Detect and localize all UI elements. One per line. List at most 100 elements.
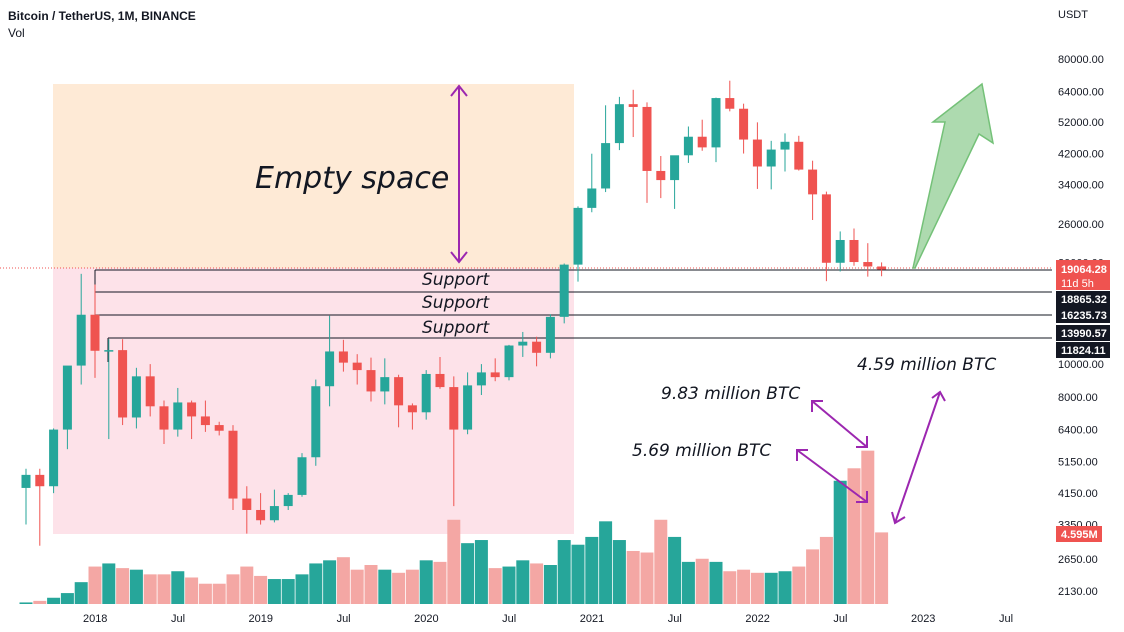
volume-bar — [323, 560, 337, 604]
time-axis[interactable]: 2018 Jul 2019 Jul 2020 Jul 2021 Jul 2022 Jul 2023 J… — [83, 613, 1013, 625]
volume-arrow-9-83 — [811, 400, 868, 448]
support-price-3: 13990.57 — [1061, 328, 1107, 340]
support-price-tag-2: 16235.73 — [1056, 307, 1110, 323]
support-price-1: 18865.32 — [1061, 294, 1107, 306]
volume-bar — [516, 560, 530, 604]
support-price-tag-3: 13990.57 — [1056, 325, 1110, 341]
candle-body — [642, 106, 652, 171]
volume-bar — [681, 561, 695, 604]
candle-body — [849, 239, 859, 263]
volume-bar — [861, 450, 875, 604]
candle-body — [131, 376, 141, 418]
candle-body — [587, 188, 597, 208]
x-tick-label: 2019 — [249, 613, 273, 625]
y-tick-label: 52000.00 — [1058, 117, 1104, 129]
candle-body — [670, 155, 680, 181]
x-tick-label: Jul — [833, 613, 847, 625]
y-tick-label: 42000.00 — [1058, 149, 1104, 161]
candle-body — [711, 98, 721, 148]
candle-body — [159, 406, 169, 430]
volume-bar — [212, 583, 226, 604]
volume-bar — [585, 536, 599, 604]
volume-bar — [833, 480, 847, 604]
x-tick-label: 2022 — [745, 613, 769, 625]
candle-body — [545, 316, 555, 353]
volume-bar — [295, 574, 309, 604]
candle-body — [366, 370, 376, 392]
x-tick-label: 2021 — [580, 613, 604, 625]
volume-bar — [226, 574, 240, 604]
volume-bar — [309, 563, 323, 604]
y-tick-label: 34000.00 — [1058, 180, 1104, 192]
candle-body — [794, 141, 804, 170]
candle-body — [628, 104, 638, 107]
candle-body — [835, 239, 845, 263]
candle-body — [863, 262, 873, 267]
volume-bar — [806, 549, 820, 604]
candle-body — [601, 143, 611, 189]
candle-body — [21, 474, 31, 488]
volume-bar — [875, 532, 889, 604]
candle-body — [559, 264, 569, 317]
volume-bar — [88, 566, 102, 604]
current-volume-value: 4.595M — [1061, 529, 1098, 541]
volume-bar — [143, 574, 157, 604]
candle-body — [808, 169, 818, 195]
candle-body — [614, 104, 624, 144]
candle-body — [228, 430, 238, 499]
candle-body — [242, 498, 252, 510]
support-price-tag-1: 18865.32 — [1056, 291, 1110, 307]
volume-bar — [737, 569, 751, 604]
volume-bar — [433, 561, 447, 604]
candle-body — [463, 385, 473, 430]
candle-body — [269, 506, 279, 521]
candle-body — [394, 377, 404, 406]
candle-body — [187, 402, 197, 417]
y-tick-label: 5150.00 — [1058, 456, 1098, 468]
candle-body — [380, 377, 390, 392]
candle-body — [256, 509, 266, 521]
y-tick-label: 2650.00 — [1058, 554, 1098, 566]
candle-body — [780, 141, 790, 150]
support-price-4: 11824.11 — [1061, 345, 1106, 357]
volume-bar — [254, 575, 268, 604]
volume-bar — [419, 560, 433, 604]
volume-note-5-69: 5.69 million BTC — [632, 441, 771, 461]
volume-tag: 4.595M — [1056, 526, 1102, 542]
volume-bar — [405, 569, 419, 604]
volume-arrow-4-59 — [891, 390, 946, 525]
candle-body — [656, 170, 666, 181]
x-tick-label: Jul — [502, 613, 516, 625]
volume-bar — [281, 579, 295, 604]
y-tick-label: 8000.00 — [1058, 392, 1098, 404]
y-tick-label: 6400.00 — [1058, 425, 1098, 437]
candle-body — [200, 416, 210, 426]
volume-bar — [502, 566, 516, 604]
y-tick-label: 64000.00 — [1058, 87, 1104, 99]
volume-bar — [447, 519, 461, 604]
candle-body — [145, 376, 155, 407]
volume-indicator-label: Vol — [8, 26, 25, 40]
volume-note-9-83: 9.83 million BTC — [661, 384, 800, 404]
candle-body — [449, 387, 459, 430]
volume-bar — [267, 579, 281, 604]
volume-bar — [171, 571, 185, 604]
volume-bar — [557, 540, 571, 604]
candle-body — [104, 350, 114, 352]
volume-bar — [74, 582, 88, 604]
candle-body — [573, 207, 583, 265]
volume-bar — [640, 552, 654, 604]
volume-bar — [668, 536, 682, 604]
candles-layer — [21, 80, 887, 546]
candle-body — [173, 402, 183, 430]
candle-body — [49, 429, 59, 487]
candle-body — [283, 494, 293, 507]
candle-body — [407, 405, 417, 413]
volume-bar — [750, 572, 764, 604]
volume-bar — [819, 536, 833, 604]
x-tick-label: 2018 — [83, 613, 107, 625]
volume-bar — [129, 569, 143, 604]
candle-body — [504, 345, 514, 378]
volume-bar — [102, 563, 116, 604]
